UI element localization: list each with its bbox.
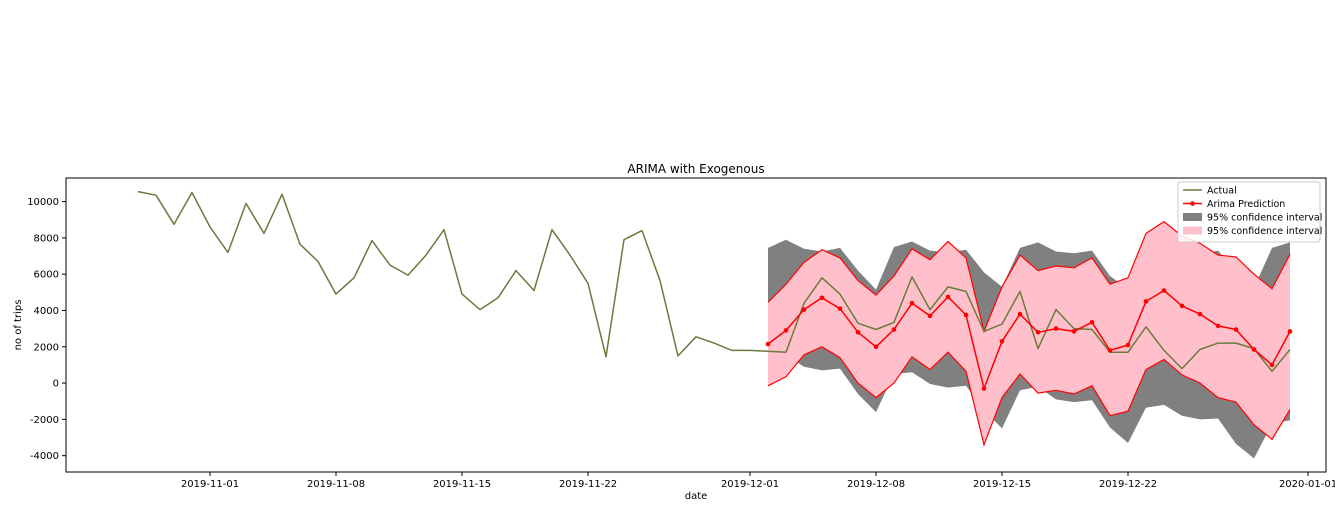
prediction-point [981, 386, 987, 391]
confidence-band-edge-upper [767, 220, 1291, 334]
prediction-point [1017, 311, 1023, 317]
prediction-point [873, 344, 879, 350]
x-tick-label: 2019-12-22 [1099, 479, 1157, 490]
lines-layer [137, 190, 1291, 390]
x-tick-label: 2019-12-15 [973, 479, 1031, 490]
prediction-point [765, 341, 771, 347]
prediction-point [945, 294, 951, 300]
prediction-point [1125, 342, 1131, 348]
confidence-band-2 [768, 221, 1290, 445]
prediction-point [1233, 327, 1239, 332]
y-tick-label: -4000 [30, 451, 59, 462]
y-tick-label: 0 [53, 379, 59, 390]
x-tick-label: 2019-11-15 [433, 479, 491, 490]
prediction-point [1251, 347, 1257, 352]
legend-label: 95% confidence interval [1207, 226, 1322, 237]
prediction-point [999, 339, 1005, 344]
prediction-point [801, 307, 807, 312]
legend-swatch [1183, 226, 1202, 235]
prediction-point [1269, 362, 1275, 368]
prediction-point [855, 330, 861, 335]
legend-box [1177, 181, 1321, 243]
y-tick-label: 6000 [34, 270, 59, 281]
prediction-point [1107, 348, 1113, 353]
legend-marker [1190, 201, 1195, 206]
prediction-point [1143, 299, 1149, 304]
prediction-point [1161, 288, 1167, 293]
markers-layer [765, 288, 1293, 391]
prediction-line-3 [767, 289, 1291, 390]
prediction-point [963, 312, 969, 318]
prediction-point [927, 313, 933, 319]
plot-frame [65, 177, 1327, 473]
x-axis: 2019-11-01 2019-11-08 2019-11-15 2019-11-22… [181, 472, 1335, 490]
x-tick-label: 2019-12-01 [721, 479, 779, 490]
actual-line-2 [785, 276, 1291, 373]
prediction-point [1089, 320, 1095, 325]
chart-title: ARIMA with Exogenous [627, 162, 764, 176]
prediction-point [819, 295, 825, 301]
actual-line-1 [137, 190, 787, 358]
bands-layer [767, 220, 1291, 459]
prediction-point [1215, 323, 1221, 329]
prediction-point [1179, 303, 1185, 309]
prediction-point [909, 300, 915, 306]
legend-label: 95% confidence interval [1207, 213, 1322, 224]
x-tick-label: 2019-11-22 [559, 479, 617, 490]
y-tick-label: -2000 [30, 415, 59, 426]
y-tick-label: 8000 [34, 233, 59, 244]
legend-swatch [1183, 213, 1202, 221]
x-tick-label: 2019-11-08 [307, 479, 365, 490]
y-tick-label: 4000 [34, 306, 59, 317]
prediction-point [1053, 326, 1059, 331]
x-axis-label: date [685, 491, 708, 502]
legend: Actual Arima Prediction 95% confidence int… [1177, 181, 1322, 243]
y-axis: -4000 -2000 0 2000 4000 6000 8000 10000 [27, 197, 66, 462]
y-tick-label: 10000 [27, 197, 59, 208]
prediction-point [1035, 330, 1041, 335]
x-tick-label: 2019-11-01 [181, 479, 239, 490]
prediction-point [783, 328, 789, 333]
legend-label: Arima Prediction [1207, 199, 1285, 210]
confidence-band-edge-lower [767, 346, 1291, 447]
prediction-point [891, 327, 897, 332]
prediction-point [1197, 311, 1203, 317]
prediction-point [1287, 329, 1293, 334]
prediction-point [1071, 329, 1077, 334]
y-axis-label: no of trips [13, 300, 24, 351]
x-tick-label: 2020-01-01 [1279, 479, 1335, 490]
prediction-point [837, 306, 843, 312]
legend-label: Actual [1207, 186, 1237, 197]
x-tick-label: 2019-12-08 [847, 479, 905, 490]
y-tick-label: 2000 [34, 342, 59, 353]
